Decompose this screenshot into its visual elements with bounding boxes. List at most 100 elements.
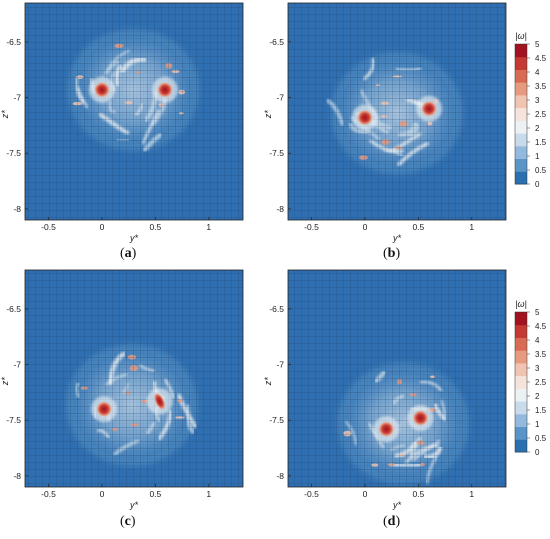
x-tick-label: 0.5 — [149, 489, 161, 499]
y-tick-label: -8 — [13, 204, 21, 214]
x-tick-label: 1 — [469, 222, 474, 232]
vortex-core — [377, 420, 395, 438]
y-tick-label: -6.5 — [6, 304, 21, 314]
colorbar-tick-label: 5 — [535, 308, 540, 317]
vorticity-field — [25, 3, 243, 220]
colorbar-tick-label: 2 — [535, 392, 540, 401]
y-tick-label: -8 — [276, 471, 284, 481]
colorbar-tick-label: 2.5 — [535, 110, 547, 119]
colorbar-swatch — [515, 350, 527, 364]
colorbar-tick-label: 3.5 — [535, 82, 547, 91]
caption-d: (d) — [383, 514, 401, 529]
colorbar-swatch — [515, 56, 527, 70]
x-axis-label: y* — [392, 500, 402, 510]
colorbar-swatch — [515, 107, 527, 121]
x-axis-label: y* — [392, 233, 402, 243]
y-axis-label: z* — [263, 110, 273, 120]
colorbar-swatch — [515, 375, 527, 389]
colorbar-swatch — [515, 401, 527, 415]
x-tick-label: 0 — [363, 222, 368, 232]
colorbar-title: |ω| — [515, 299, 527, 309]
colorbar-swatch — [515, 439, 527, 453]
y-tick-label: -6.5 — [269, 37, 284, 47]
axes-frame — [287, 269, 507, 488]
caption-c: (c) — [120, 514, 136, 529]
caption-a: (a) — [120, 246, 137, 261]
y-tick-label: -7 — [13, 360, 21, 370]
vortex-core — [95, 400, 113, 418]
mesh-refined — [63, 25, 204, 155]
colorbar-swatch — [515, 133, 527, 147]
x-axis-label: y* — [129, 500, 139, 510]
colorbar-swatch — [515, 82, 527, 96]
x-tick-label: 0 — [100, 222, 105, 232]
mesh-refined — [327, 48, 467, 178]
x-tick-label: 0.5 — [412, 489, 424, 499]
y-axis-label: z* — [0, 377, 10, 387]
colorbar-swatch — [515, 120, 527, 134]
colorbar-swatch — [515, 426, 527, 440]
x-axis-label: y* — [129, 233, 139, 243]
panel-d: -0.5 0 0.5 1 -6.5 -7 -7.5 -8 y* z* — [263, 269, 507, 510]
colorbar-swatch — [515, 388, 527, 402]
colorbar-swatch — [515, 145, 527, 160]
caption-b: (b) — [383, 246, 401, 261]
colorbar-tick-label: 1.5 — [535, 138, 547, 147]
y-tick-label: -7.5 — [269, 415, 284, 425]
colorbar-d: |ω| 5 4.5 4 3.5 3 2.5 2 1.5 1 0.5 0 — [514, 299, 547, 457]
colorbar-swatch — [515, 324, 527, 338]
colorbar-tick-label: 1.5 — [535, 406, 547, 415]
colorbar-tick-label: 1 — [535, 420, 540, 429]
colorbar-tick-label: 2.5 — [535, 378, 547, 387]
colorbar-tick-label: 5 — [535, 40, 540, 49]
x-tick-label: 0.5 — [149, 222, 161, 232]
y-tick-label: -7.5 — [6, 415, 21, 425]
colorbar-tick-label: 4 — [535, 336, 540, 345]
colorbar-title: |ω| — [515, 31, 527, 41]
y-tick-label: -8 — [276, 204, 284, 214]
x-tick-label: -0.5 — [41, 489, 56, 499]
y-axis-label: z* — [263, 377, 273, 387]
y-tick-label: -6.5 — [6, 37, 21, 47]
colorbar-tick-label: 0.5 — [535, 434, 547, 443]
y-tick-label: -7.5 — [6, 148, 21, 158]
axes-frame — [24, 2, 244, 221]
y-axis-label: z* — [0, 110, 10, 120]
x-tick-label: -0.5 — [304, 489, 319, 499]
colorbar-tick-label: 2 — [535, 124, 540, 133]
colorbar-tick-label: 1 — [535, 152, 540, 161]
mesh-refined — [62, 340, 202, 470]
x-tick-label: 0 — [363, 489, 368, 499]
colorbar-tick-label: 3.5 — [535, 350, 547, 359]
y-tick-label: -7.5 — [269, 148, 284, 158]
colorbar-swatch — [515, 337, 527, 351]
colorbar-swatch — [515, 69, 527, 83]
vortex-core — [93, 81, 111, 99]
panel-b: -0.5 0 0.5 1 -6.5 -7 -7.5 -8 y* z* — [263, 2, 507, 243]
x-tick-label: 1 — [206, 222, 211, 232]
colorbar-tick-label: 0 — [535, 180, 540, 189]
colorbar-swatch — [515, 413, 527, 428]
y-tick-label: -7 — [276, 93, 284, 103]
colorbar-tick-label: 4.5 — [535, 54, 547, 63]
colorbar-tick-label: 0 — [535, 448, 540, 457]
y-tick-label: -7 — [276, 360, 284, 370]
x-tick-label: 0 — [100, 489, 105, 499]
vortex-core — [153, 392, 166, 411]
colorbar-swatch — [515, 312, 527, 326]
y-tick-label: -8 — [13, 471, 21, 481]
colorbar-tick-label: 0.5 — [535, 166, 547, 175]
colorbar-swatch — [515, 44, 527, 58]
vortex-core — [412, 409, 430, 427]
colorbar-tick-label: 3 — [535, 364, 540, 373]
colorbar-tick-label: 4.5 — [535, 322, 547, 331]
colorbar-swatch — [515, 158, 527, 172]
colorbar-swatch — [515, 171, 527, 185]
panel-a: -0.5 0 0.5 1 -6.5 -7 -7.5 -8 y* z* — [0, 2, 244, 243]
vorticity-field — [288, 270, 506, 487]
colorbar-b: |ω| 5 4.5 4 3.5 3 2.5 2 1.5 1 0.5 0 — [514, 31, 547, 189]
vortex-core — [156, 81, 174, 99]
vortex-core — [356, 109, 374, 127]
